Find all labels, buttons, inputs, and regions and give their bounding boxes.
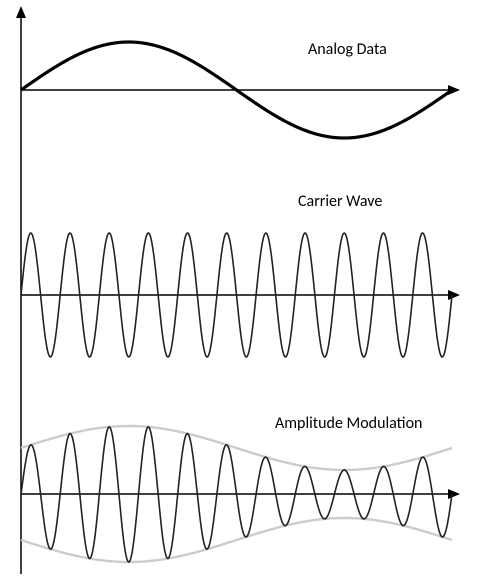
am-label: Amplitude Modulation	[275, 414, 422, 433]
waveform-diagram	[0, 0, 501, 584]
analog-data-label: Analog Data	[308, 40, 387, 59]
carrier-wave-label: Carrier Wave	[298, 192, 382, 211]
